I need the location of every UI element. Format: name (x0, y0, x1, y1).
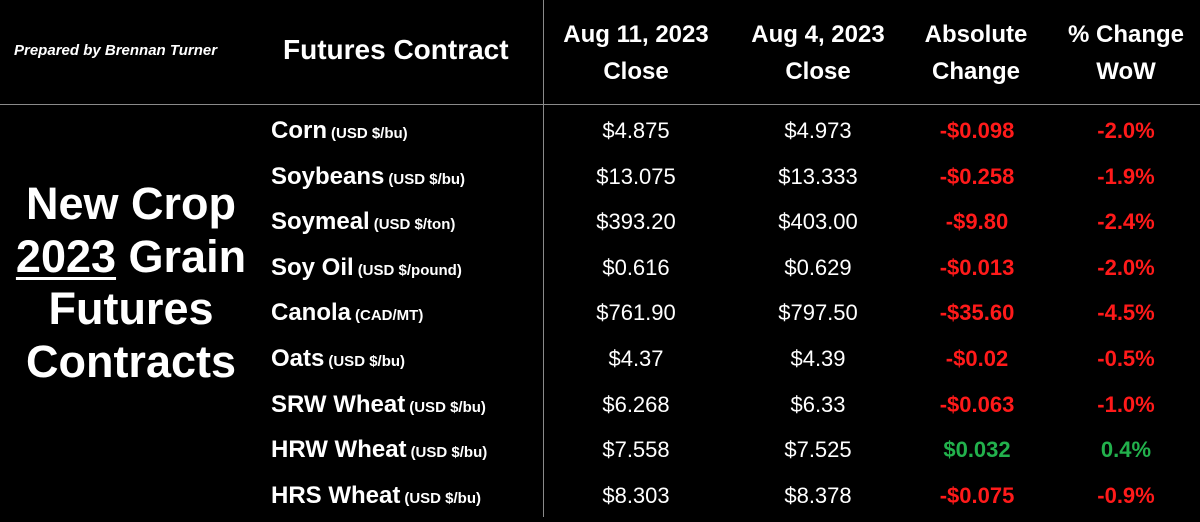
aug4-close-value: $403.00 (778, 209, 858, 235)
pct-change-value: -1.0% (1097, 391, 1155, 417)
table-row: Soymeal (USD $/ton) $393.20 $403.00 -$9.80 -2… (0, 199, 1200, 245)
contract-label: HRW Wheat (271, 436, 407, 464)
aug11-close-value: $7.558 (602, 437, 670, 463)
absolute-change-value: -$9.80 (945, 209, 1009, 235)
aug4-close-value: $7.525 (784, 437, 852, 463)
side-title-line3: Futures (48, 283, 214, 334)
aug4-close-value: $797.50 (778, 300, 858, 326)
contract-name: SRW Wheat (USD $/bu) (271, 382, 486, 428)
contract-unit: (CAD/MT) (355, 307, 424, 325)
aug11-close-value: $0.616 (602, 254, 670, 280)
pct-change-value: -4.5% (1097, 300, 1155, 326)
aug11-close-value: $8.303 (602, 482, 670, 508)
contract-name: Canola (CAD/MT) (271, 290, 423, 336)
pct-change-value: 0.4% (1100, 437, 1152, 463)
contract-label: Corn (271, 117, 327, 144)
contract-name: Oats (USD $/bu) (271, 336, 405, 382)
pct-change-value: -1.9% (1097, 163, 1155, 189)
aug11-close-value: $6.268 (602, 391, 670, 417)
contract-unit: (USD $/pound) (357, 261, 462, 279)
contract-label: Oats (271, 345, 325, 372)
table-row: HRW Wheat (USD $/bu) $7.558 $7.525 $0.032 0.4… (0, 427, 1200, 473)
side-title: New Crop 2023 Grain Futures Contracts (0, 178, 262, 388)
col-header-aug4-close: Aug 4, 2023 Close (751, 16, 884, 90)
col-header-pct-line1: % Change (1067, 21, 1185, 48)
aug4-close-value: $8.378 (784, 482, 852, 508)
contract-unit: (USD $/bu) (331, 125, 408, 142)
futures-contract-header: Futures Contract (283, 34, 509, 65)
col-header-aug11-close: Aug 11, 2023 Close (563, 16, 708, 90)
aug4-close-value: $4.973 (784, 118, 852, 143)
table-row: HRS Wheat (USD $/bu) $8.303 $8.378 -$0.075 -0… (0, 473, 1200, 519)
table-row: SRW Wheat (USD $/bu) $6.268 $6.33 -$0.063 -1.… (0, 382, 1200, 428)
contract-label: Soymeal (271, 208, 370, 236)
contract-unit: (USD $/bu) (328, 353, 406, 370)
aug4-close-value: $4.39 (790, 346, 846, 371)
aug4-close-value: $6.33 (790, 391, 846, 417)
col-header-aug11-line2: Close (603, 58, 669, 85)
contract-label: Soy Oil (271, 253, 354, 281)
pct-change-value: -2.0% (1097, 254, 1155, 280)
contract-name: Soymeal (USD $/ton) (271, 199, 455, 245)
aug11-close-value: $4.875 (602, 118, 670, 143)
side-title-grain: Grain (116, 230, 247, 282)
contract-name: HRW Wheat (USD $/bu) (271, 427, 487, 473)
table-row: Soy Oil (USD $/pound) $0.616 $0.629 -$0.013 -… (0, 245, 1200, 291)
absolute-change-value: $0.032 (943, 437, 1011, 463)
header-divider (0, 104, 1200, 105)
contract-label: HRS Wheat (271, 481, 401, 509)
table-row: Soybeans (USD $/bu) $13.075 $13.333 -$0.258 -… (0, 154, 1200, 200)
col-header-absolute-change: Absolute Change (925, 16, 1028, 90)
contract-unit: (USD $/bu) (409, 398, 486, 416)
absolute-change-value: -$0.063 (939, 391, 1015, 417)
table-row: Canola (CAD/MT) $761.90 $797.50 -$35.60 -4.5% (0, 290, 1200, 336)
contract-name: Soybeans (USD $/bu) (271, 154, 465, 200)
aug11-close-value: $393.20 (596, 209, 676, 235)
aug11-close-value: $761.90 (596, 300, 676, 326)
aug4-close-value: $0.629 (784, 254, 852, 280)
column-divider (543, 0, 544, 517)
side-title-year: 2023 (15, 230, 117, 282)
col-header-abs-line1: Absolute (924, 21, 1028, 48)
absolute-change-value: -$0.02 (945, 346, 1009, 371)
aug11-close-value: $4.37 (608, 346, 664, 371)
contract-unit: (USD $/bu) (388, 170, 466, 188)
col-header-pct-change: % Change WoW (1068, 16, 1184, 90)
aug11-close-value: $13.075 (596, 163, 676, 189)
author-credit: Prepared by Brennan Turner (14, 42, 218, 59)
absolute-change-value: -$0.013 (939, 254, 1015, 280)
contract-unit: (USD $/bu) (410, 444, 488, 462)
col-header-aug11-line1: Aug 11, 2023 (563, 21, 709, 48)
pct-change-value: -0.9% (1097, 482, 1155, 508)
absolute-change-value: -$35.60 (939, 300, 1015, 326)
aug4-close-value: $13.333 (778, 163, 858, 189)
col-header-pct-line2: WoW (1096, 58, 1156, 85)
absolute-change-value: -$0.075 (939, 482, 1015, 508)
absolute-change-value: -$0.258 (939, 163, 1015, 189)
side-title-line4: Contracts (25, 335, 237, 387)
side-title-line2: 2023 Grain (0, 231, 262, 284)
col-header-aug4-line2: Close (785, 58, 851, 85)
table-row: Corn (USD $/bu) $4.875 $4.973 -$0.098 -2.0% (0, 108, 1200, 154)
pct-change-value: -2.4% (1097, 209, 1155, 235)
absolute-change-value: -$0.098 (939, 118, 1015, 143)
contract-unit: (USD $/ton) (373, 216, 456, 234)
contract-label: Canola (271, 299, 352, 327)
contract-name: HRS Wheat (USD $/bu) (271, 473, 481, 519)
contract-name: Corn (USD $/bu) (271, 108, 408, 154)
col-header-aug4-line1: Aug 4, 2023 (751, 21, 885, 48)
contract-label: SRW Wheat (271, 390, 406, 418)
contract-label: Soybeans (271, 162, 385, 190)
pct-change-value: -2.0% (1097, 118, 1155, 143)
pct-change-value: -0.5% (1097, 346, 1155, 371)
contract-unit: (USD $/bu) (404, 489, 482, 507)
contract-name: Soy Oil (USD $/pound) (271, 245, 462, 291)
col-header-abs-line2: Change (931, 58, 1021, 85)
side-title-line1: New Crop (25, 178, 236, 229)
table-row: Oats (USD $/bu) $4.37 $4.39 -$0.02 -0.5% (0, 336, 1200, 382)
